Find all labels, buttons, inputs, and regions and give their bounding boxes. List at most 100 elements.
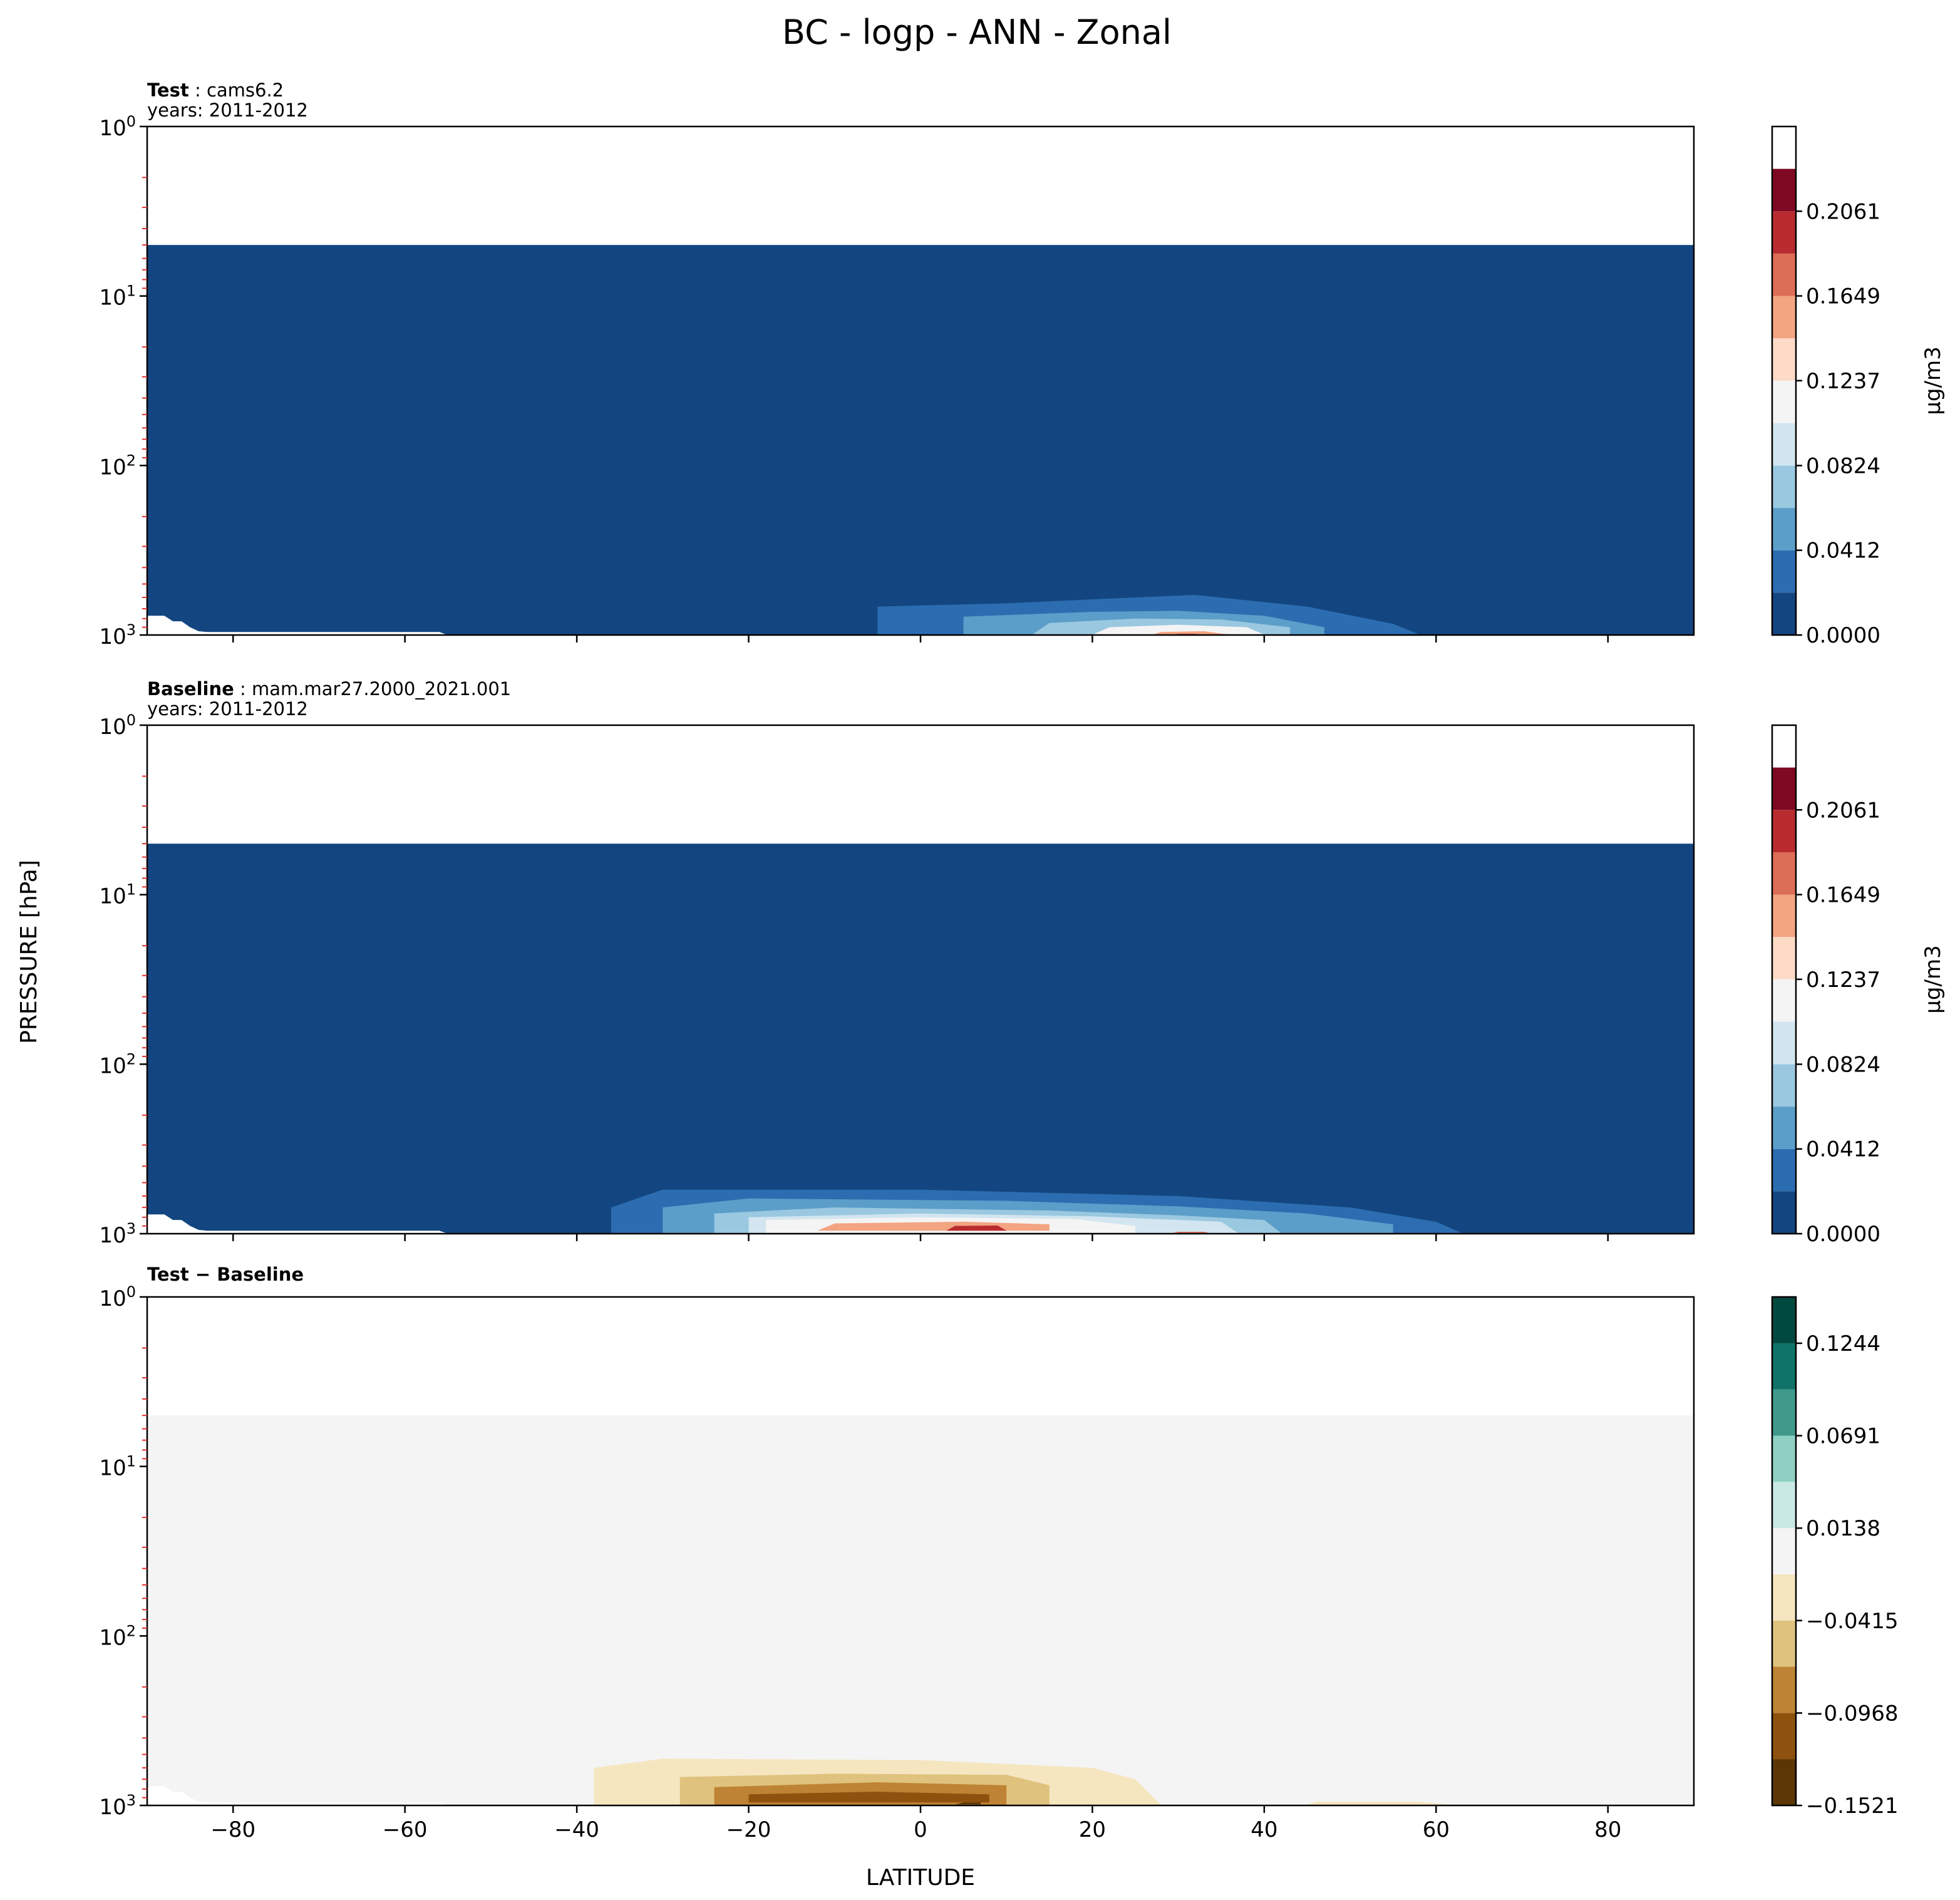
colorbar-tick-label: 0.1649	[1806, 284, 1880, 309]
colorbar-segment	[1772, 852, 1796, 895]
colorbar-segment	[1772, 1149, 1796, 1192]
contour-level-4	[1307, 1801, 1453, 1805]
colorbar-tick-label: 0.1244	[1806, 1331, 1880, 1356]
colorbar-tick-label: 0.0000	[1806, 1222, 1880, 1247]
colorbar: −0.1521 −0.0968 −0.0415 0.0138 0.0691 0.1244	[1771, 1296, 1898, 1819]
y-tick-label: 101	[99, 1453, 136, 1481]
colorbar-segment	[1772, 338, 1796, 381]
panel-subtitle: years: 2011-2012	[147, 698, 308, 720]
colorbar-tick-label: 0.0824	[1806, 1052, 1880, 1077]
panel-subtitle: years: 2011-2012	[147, 100, 308, 121]
colorbar-segment	[1772, 1759, 1796, 1805]
x-tick-label: 80	[1594, 1817, 1621, 1842]
colorbar-tick-label: −0.0968	[1806, 1701, 1898, 1726]
x-tick-label: 40	[1251, 1817, 1277, 1842]
x-tick-label: 20	[1079, 1817, 1106, 1842]
colorbar: 0.0000 0.0412 0.0824 0.1237 0.1649 0.2061 μg/m…	[1771, 125, 1946, 648]
colorbar-tick-label: 0.0000	[1806, 623, 1880, 648]
x-tick-label: −20	[726, 1817, 771, 1842]
colorbar-segment	[1772, 423, 1796, 466]
colorbar-label: μg/m3	[1921, 346, 1946, 415]
contour-level-0	[954, 1802, 981, 1805]
y-tick-label: 101	[99, 881, 136, 909]
colorbar-segment	[1772, 1297, 1796, 1343]
data-field-background	[147, 1415, 1694, 1805]
y-tick-label: 100	[99, 711, 136, 740]
colorbar-segment	[1772, 1343, 1796, 1390]
colorbar-segment	[1772, 1620, 1796, 1667]
colorbar-tick-label: 0.1237	[1806, 968, 1880, 993]
colorbar-segment	[1772, 1713, 1796, 1760]
colorbar-segment	[1772, 767, 1796, 810]
colorbar-segment	[1772, 1528, 1796, 1574]
panel-label: Test : cams6.2	[147, 80, 284, 101]
colorbar-segment	[1772, 380, 1796, 423]
colorbar-segment	[1772, 592, 1796, 635]
y-tick-label: 102	[99, 452, 136, 480]
data-field-background	[147, 844, 1694, 1234]
colorbar-segment	[1772, 168, 1796, 212]
colorbar-tick-label: 0.0138	[1806, 1516, 1880, 1541]
colorbar-tick-label: 0.0412	[1806, 539, 1880, 564]
surface-gap	[147, 1786, 448, 1805]
colorbar-tick-label: 0.2061	[1806, 199, 1880, 224]
colorbar-tick-label: 0.0412	[1806, 1137, 1880, 1162]
colorbar-segment	[1772, 937, 1796, 979]
y-tick-label: 103	[99, 1792, 136, 1820]
figure-ylabel: PRESSURE [hPa]	[16, 860, 42, 1044]
x-tick-label: 60	[1423, 1817, 1450, 1842]
colorbar-segment	[1772, 1666, 1796, 1713]
y-tick-label: 102	[99, 1050, 136, 1078]
colorbar-segment	[1772, 894, 1796, 937]
data-field-background	[147, 245, 1694, 635]
contour-level-5	[1092, 624, 1264, 635]
colorbar-segment	[1772, 550, 1796, 593]
figure-xlabel: LATITUDE	[866, 1865, 975, 1891]
contour-level-9	[946, 1225, 1007, 1231]
y-tick-label: 100	[99, 1283, 136, 1311]
panel-2: Baseline : mam.mar27.2000_2021.001years:…	[99, 678, 1946, 1248]
y-tick-label: 102	[99, 1622, 136, 1650]
x-tick-label: −80	[210, 1817, 255, 1842]
surface-gap	[147, 616, 448, 635]
colorbar-segment	[1772, 1574, 1796, 1621]
colorbar-segment	[1772, 1107, 1796, 1149]
x-tick-label: −40	[554, 1817, 599, 1842]
panel-label: Baseline : mam.mar27.2000_2021.001	[147, 678, 511, 700]
colorbar-tick-label: 0.0691	[1806, 1424, 1880, 1449]
colorbar-segment	[1772, 508, 1796, 550]
x-tick-label: −60	[383, 1817, 428, 1842]
colorbar-tick-label: −0.1521	[1806, 1794, 1898, 1819]
contour-level-7	[1152, 631, 1230, 635]
colorbar-segment	[1772, 1064, 1796, 1107]
contour-level-1	[748, 1792, 989, 1803]
surface-gap	[147, 1214, 448, 1234]
colorbar-segment	[1772, 979, 1796, 1022]
colorbar-tick-label: −0.0415	[1806, 1609, 1898, 1634]
colorbar-tick-label: 0.0824	[1806, 453, 1880, 478]
colorbar-segment	[1772, 1021, 1796, 1065]
colorbar-segment	[1772, 211, 1796, 254]
colorbar-segment	[1772, 1191, 1796, 1234]
colorbar-segment	[1772, 253, 1796, 296]
y-tick-label: 103	[99, 1220, 136, 1248]
panel-3: Test − Baseline 100 101 102 103 −80 −60 −40 −20 0…	[99, 1264, 1898, 1842]
colorbar-segment	[1772, 296, 1796, 339]
colorbar-tick-label: 0.1237	[1806, 369, 1880, 394]
colorbar-label: μg/m3	[1921, 945, 1946, 1013]
colorbar-segment	[1772, 810, 1796, 852]
colorbar-segment	[1772, 465, 1796, 509]
colorbar-tick-label: 0.2061	[1806, 798, 1880, 823]
panel-label: Test − Baseline	[147, 1264, 304, 1285]
y-tick-label: 101	[99, 282, 136, 311]
figure-title: BC - logp - ANN - Zonal	[782, 13, 1172, 52]
colorbar-tick-label: 0.1649	[1806, 883, 1880, 908]
x-tick-label: 0	[914, 1817, 927, 1842]
colorbar-segment	[1772, 1482, 1796, 1529]
colorbar-segment	[1772, 1435, 1796, 1482]
colorbar: 0.0000 0.0412 0.0824 0.1237 0.1649 0.2061 μg/m…	[1771, 724, 1946, 1247]
colorbar-frame	[1771, 1296, 1797, 1807]
